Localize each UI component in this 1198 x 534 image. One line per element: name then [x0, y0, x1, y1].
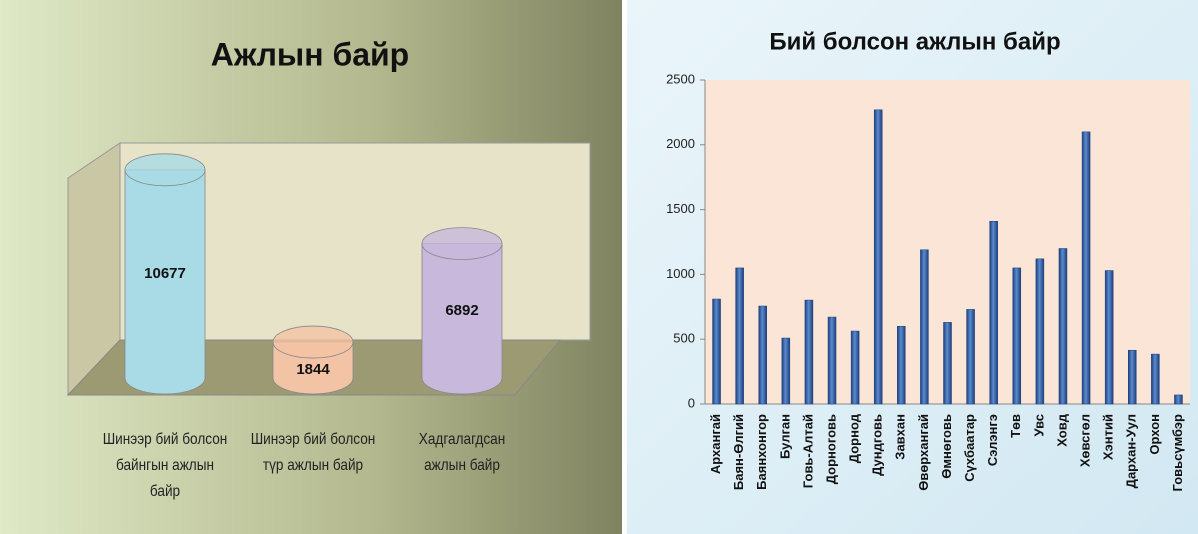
y-tick-label: 1500 [666, 201, 695, 216]
bar [850, 330, 860, 405]
x-tick-label: Увс [1031, 414, 1046, 437]
chart-title: Ажлын байр [211, 36, 409, 72]
x-tick-label: Баянхонгор [754, 414, 769, 490]
x-tick-label: Төв [1008, 414, 1023, 438]
bar [1128, 349, 1137, 405]
category-label: Хадгалагдсан ажлын байр [418, 431, 506, 474]
data-label: 6892 [445, 302, 478, 319]
bar [758, 305, 767, 405]
bar [920, 249, 929, 405]
cylinder [421, 227, 503, 395]
x-tick-label: Ховд [1054, 413, 1069, 446]
x-tick-label: Сэлэнгэ [985, 414, 1000, 466]
x-tick-label: Булган [777, 414, 792, 459]
x-tick-label: Сүхбаатар [962, 414, 977, 482]
x-tick-label: Дорнод [847, 413, 862, 463]
x-tick-label: Хөвсгөл [1078, 414, 1093, 467]
x-tick-label: Хэнтий [1101, 414, 1116, 460]
category-label: Шинээр бий болсон байнгын ажлын байр [102, 431, 228, 500]
bar [873, 109, 883, 405]
x-tick-label: Говьсүмбэр [1170, 414, 1185, 492]
y-tick-label: 2000 [666, 136, 695, 151]
category-label: Шинээр бий болсон түр ажлын байр [250, 431, 376, 474]
cylinder [124, 153, 206, 395]
x-tick-label: Өмнөговь [939, 414, 954, 479]
bar [781, 337, 791, 405]
x-tick-label: Дорноговь [823, 414, 838, 484]
bar [804, 299, 814, 405]
y-tick-label: 500 [673, 331, 695, 346]
cylinder [272, 325, 354, 395]
bar [897, 325, 906, 405]
x-tick-label: Архангай [708, 414, 723, 474]
bar [1174, 394, 1183, 405]
y-tick-label: 1000 [666, 266, 695, 281]
bar [1058, 248, 1068, 405]
data-label: 1844 [296, 361, 330, 378]
bar [1035, 258, 1045, 405]
bar [735, 267, 744, 405]
bar [712, 298, 721, 405]
x-tick-label: Орхон [1147, 414, 1162, 455]
x-tick-label: Говь-Алтай [800, 414, 815, 488]
bar [827, 316, 837, 405]
bar [1012, 267, 1022, 405]
bar [1104, 270, 1114, 405]
x-tick-label: Дундговь [870, 414, 885, 476]
y-tick-label: 0 [688, 395, 695, 410]
data-label: 10677 [144, 265, 186, 282]
bar [966, 309, 975, 405]
bar [1151, 353, 1160, 405]
y-tick-label: 2500 [666, 71, 695, 86]
bar [943, 322, 952, 405]
bar [989, 221, 998, 405]
x-tick-label: Өвөрхангай [916, 414, 931, 491]
bar [1081, 131, 1091, 405]
x-tick-label: Баян-Өлгий [731, 414, 746, 490]
x-tick-label: Дархан-Уул [1124, 414, 1139, 488]
x-tick-label: Завхан [893, 414, 908, 460]
chart-title: Бий болсон ажлын байр [769, 28, 1060, 55]
